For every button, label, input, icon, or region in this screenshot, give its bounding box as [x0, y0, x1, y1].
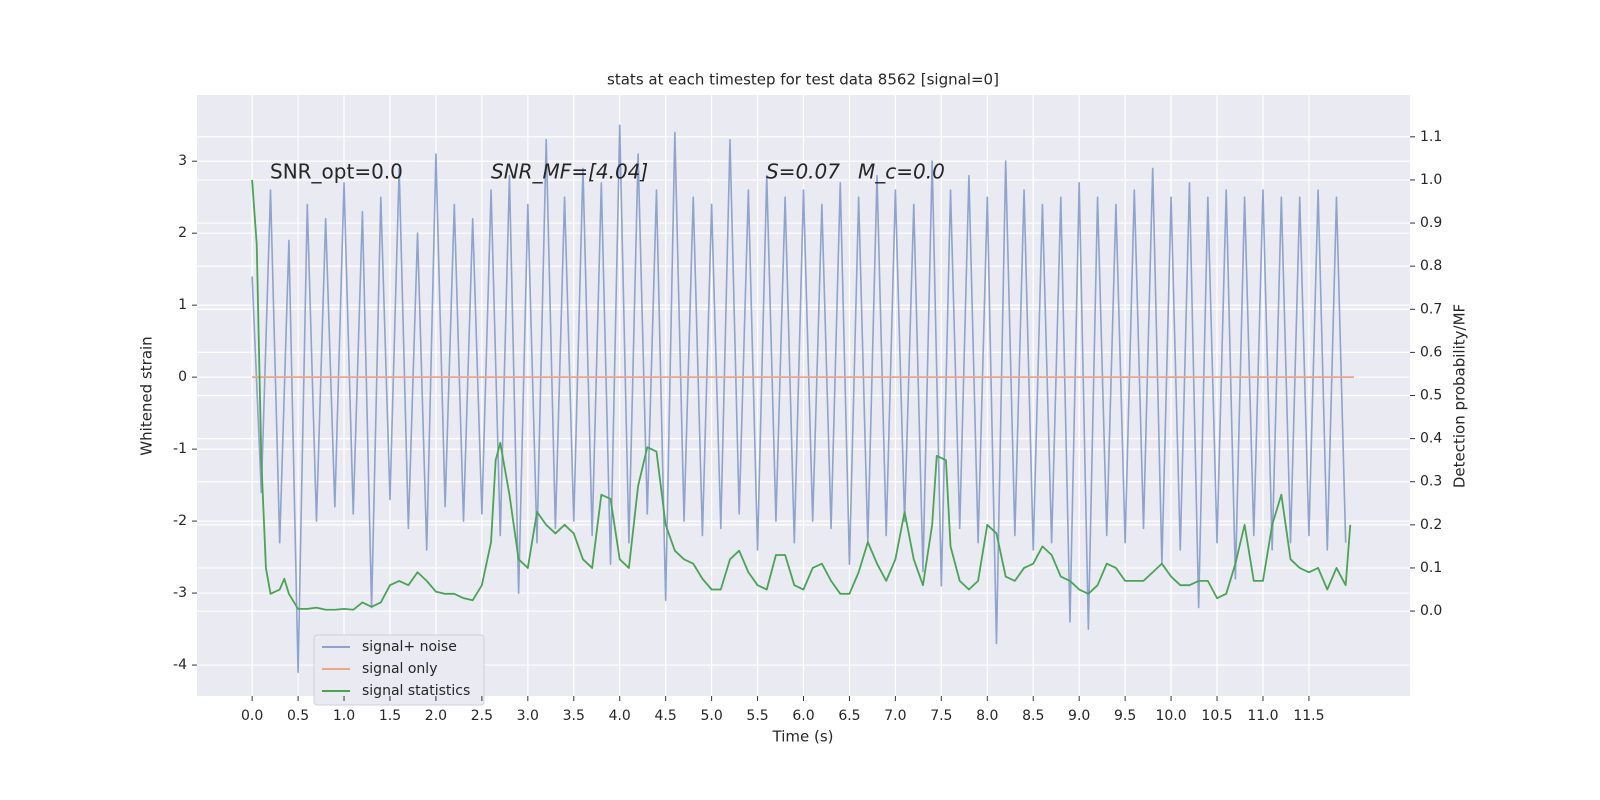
y2-tick-label: 0.2 — [1420, 517, 1442, 533]
x-axis-label: Time (s) — [772, 728, 834, 746]
x-tick-label: 5.0 — [700, 708, 722, 724]
y2-tick-label: 1.1 — [1420, 129, 1442, 145]
legend-label: signal+ noise — [362, 639, 457, 655]
x-tick-label: 2.0 — [425, 708, 447, 724]
y-tick-label: 0 — [178, 369, 187, 385]
y-tick-label: -3 — [173, 585, 187, 601]
x-tick-label: 10.5 — [1201, 708, 1232, 724]
x-tick-label: 5.5 — [746, 708, 768, 724]
legend-label: signal statistics — [362, 683, 470, 699]
x-tick-label: 0.5 — [287, 708, 309, 724]
y2-tick-label: 0.5 — [1420, 388, 1442, 404]
x-tick-label: 0.0 — [241, 708, 263, 724]
annotation: M_c=0.0 — [858, 160, 945, 184]
x-tick-label: 4.0 — [609, 708, 631, 724]
y-tick-label: 1 — [178, 297, 187, 313]
x-tick-label: 7.0 — [884, 708, 906, 724]
annotation: SNR_MF=[4.04] — [491, 160, 648, 184]
legend: signal+ noise signal only signal statistic… — [313, 634, 485, 706]
x-tick-label: 8.5 — [1022, 708, 1044, 724]
annotation: SNR_opt=0.0 — [270, 160, 403, 184]
x-tick-label: 9.0 — [1068, 708, 1090, 724]
annotation: S=0.07 — [766, 160, 840, 184]
legend-box — [313, 634, 485, 706]
x-tick-label: 1.5 — [379, 708, 401, 724]
y-axis-label: Whitened strain — [138, 336, 156, 455]
y-tick-label: -4 — [173, 657, 187, 673]
y2-tick-label: 0.8 — [1420, 258, 1442, 274]
x-tick-label: 7.5 — [930, 708, 952, 724]
y2-tick-label: 1.0 — [1420, 172, 1442, 188]
marks — [251, 124, 1354, 674]
y-tick-label: -1 — [173, 441, 187, 457]
x-tick-label: 3.0 — [517, 708, 539, 724]
series-line — [251, 179, 1352, 611]
x-tick-label: 9.5 — [1114, 708, 1136, 724]
x-tick-label: 6.5 — [838, 708, 860, 724]
x-tick-label: 2.5 — [471, 708, 493, 724]
series-line — [251, 124, 1347, 674]
y-tick-label: -2 — [173, 513, 187, 529]
x-tick-label: 4.5 — [655, 708, 677, 724]
x-tick-label: 11.5 — [1293, 708, 1324, 724]
y-tick-label: 2 — [178, 225, 187, 241]
legend-label: signal only — [362, 661, 437, 677]
y2-tick-label: 0.1 — [1420, 560, 1442, 576]
y2-tick-label: 0.4 — [1420, 431, 1442, 447]
x-tick-label: 11.0 — [1247, 708, 1278, 724]
y2-axis-label: Detection probability/MF — [1451, 304, 1469, 488]
x-tick-label: 3.5 — [563, 708, 585, 724]
x-tick-label: 1.0 — [333, 708, 355, 724]
x-tick-label: 8.0 — [976, 708, 998, 724]
y2-tick-label: 0.9 — [1420, 215, 1442, 231]
x-tick-label: 6.0 — [792, 708, 814, 724]
y2-tick-label: 0.0 — [1420, 603, 1442, 619]
y2-tick-label: 0.3 — [1420, 474, 1442, 490]
chart-title: stats at each timestep for test data 856… — [607, 71, 999, 89]
y-tick-label: 3 — [178, 153, 187, 169]
y2-tick-label: 0.7 — [1420, 301, 1442, 317]
x-tick-label: 10.0 — [1155, 708, 1186, 724]
y2-tick-label: 0.6 — [1420, 344, 1442, 360]
